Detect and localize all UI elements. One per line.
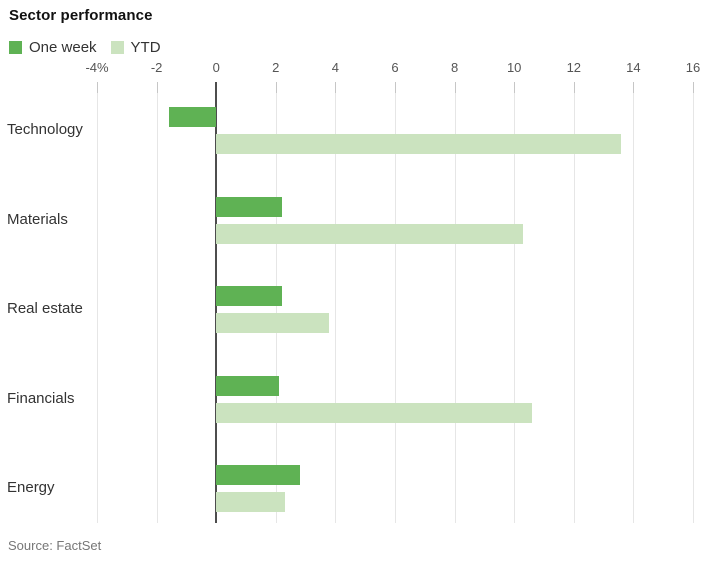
- x-axis-tick-label: 12: [566, 60, 582, 75]
- bar-ytd: [216, 313, 330, 333]
- legend: One week YTD: [9, 39, 161, 56]
- bar-ytd: [216, 492, 285, 512]
- source-note: Source: FactSet: [8, 538, 102, 553]
- legend-swatch-ytd: [110, 41, 124, 54]
- axis-tick: [156, 82, 158, 93]
- axis-tick: [275, 82, 277, 93]
- bar-one-week: [216, 286, 282, 306]
- legend-label-ytd: YTD: [130, 39, 161, 56]
- gridline: [514, 82, 516, 523]
- bar-ytd: [216, 134, 622, 154]
- x-axis-tick-label: 6: [391, 60, 399, 75]
- bar-ytd: [216, 402, 533, 423]
- x-axis-tick-label: 14: [626, 60, 641, 75]
- axis-tick: [97, 82, 98, 93]
- category-label: Real estate: [7, 300, 83, 317]
- category-label: Energy: [7, 479, 55, 496]
- x-axis-tick-label: 2: [272, 60, 280, 75]
- gridline: [156, 82, 158, 523]
- bar-ytd: [216, 223, 524, 244]
- bar-one-week: [216, 465, 300, 485]
- x-axis-tick-label: 8: [450, 60, 459, 75]
- x-axis-tick-label: 10: [506, 60, 522, 75]
- gridline: [395, 82, 396, 523]
- x-axis-tick-label: 16: [685, 60, 701, 75]
- bar-chart: -4% -2 0 2 4 6 8 10 12 14 16 Technology Materials Rea…: [0, 60, 709, 524]
- axis-tick: [633, 82, 635, 93]
- legend-swatch-one-week: [9, 41, 22, 54]
- category-label: Technology: [7, 121, 83, 138]
- gridline: [573, 82, 575, 523]
- x-axis-tick-label: 4: [331, 60, 339, 75]
- gridline: [693, 82, 694, 523]
- gridline: [633, 82, 635, 523]
- axis-tick: [573, 82, 575, 93]
- axis-tick: [335, 82, 337, 93]
- axis-tick: [514, 82, 516, 93]
- gridline: [335, 82, 337, 523]
- x-axis-tick-label: -4%: [85, 60, 109, 75]
- legend-item-one-week: One week: [9, 39, 97, 56]
- category-label: Financials: [7, 389, 75, 407]
- bar-one-week: [216, 375, 279, 396]
- legend-item-ytd: YTD: [110, 39, 161, 56]
- category-label: Materials: [7, 210, 68, 228]
- bar-one-week: [216, 196, 282, 217]
- chart-title: Sector performance: [9, 7, 153, 24]
- gridline: [454, 82, 456, 523]
- axis-tick: [454, 82, 456, 93]
- x-axis-tick-label: -2: [150, 60, 163, 75]
- legend-label-one-week: One week: [29, 39, 97, 56]
- bar-one-week: [168, 107, 217, 127]
- axis-tick: [395, 82, 396, 93]
- gridline: [97, 82, 98, 523]
- x-axis-tick-label: 0: [212, 60, 220, 75]
- axis-tick: [693, 82, 694, 93]
